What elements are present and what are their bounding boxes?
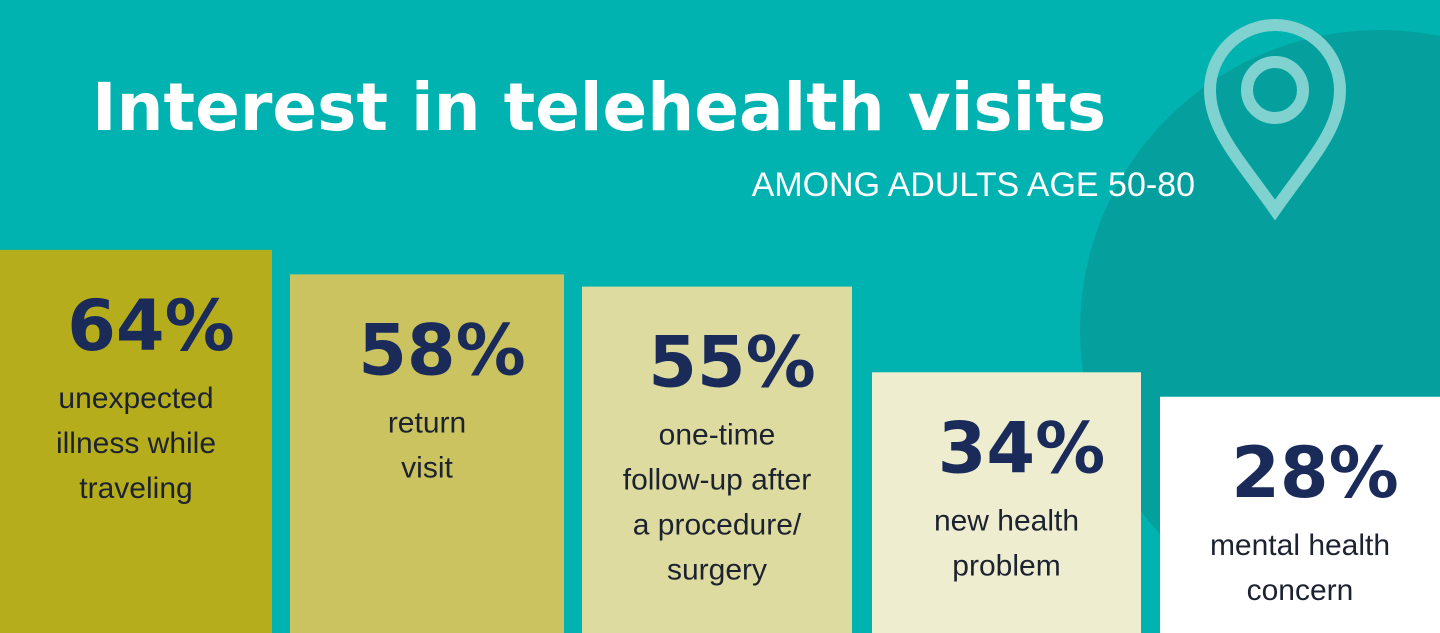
category-label: unexpected	[58, 382, 213, 415]
category-label: problem	[952, 549, 1060, 582]
bars: 64% unexpected illness while traveling 58% re…	[0, 249, 1440, 633]
bar	[290, 274, 564, 633]
category-label: illness while	[56, 427, 216, 460]
category-label: return	[388, 406, 466, 439]
chart-title: Interest in telehealth visits	[92, 69, 1106, 146]
category-label: follow-up after	[623, 464, 811, 497]
category-label: one-time	[659, 419, 776, 452]
bar	[1160, 396, 1440, 633]
value-label: 58%	[358, 309, 526, 391]
bar	[872, 372, 1141, 633]
value-label: 64%	[67, 285, 235, 367]
value-label: 55%	[648, 322, 816, 404]
category-label: new health	[934, 504, 1079, 537]
bar	[0, 249, 272, 633]
value-label: 28%	[1231, 432, 1399, 514]
value-label: 34%	[938, 407, 1106, 489]
category-label: mental health	[1210, 529, 1390, 562]
pin-icon	[1203, 19, 1347, 221]
category-label: visit	[401, 451, 453, 484]
category-label: a procedure/	[633, 509, 802, 542]
bar	[582, 286, 852, 633]
pin-outline	[1203, 19, 1347, 221]
category-label: surgery	[667, 554, 767, 587]
category-label: concern	[1247, 574, 1354, 607]
pin-hole	[1241, 56, 1309, 124]
category-label: traveling	[79, 472, 192, 505]
chart-subtitle: AMONG ADULTS AGE 50-80	[752, 166, 1195, 204]
